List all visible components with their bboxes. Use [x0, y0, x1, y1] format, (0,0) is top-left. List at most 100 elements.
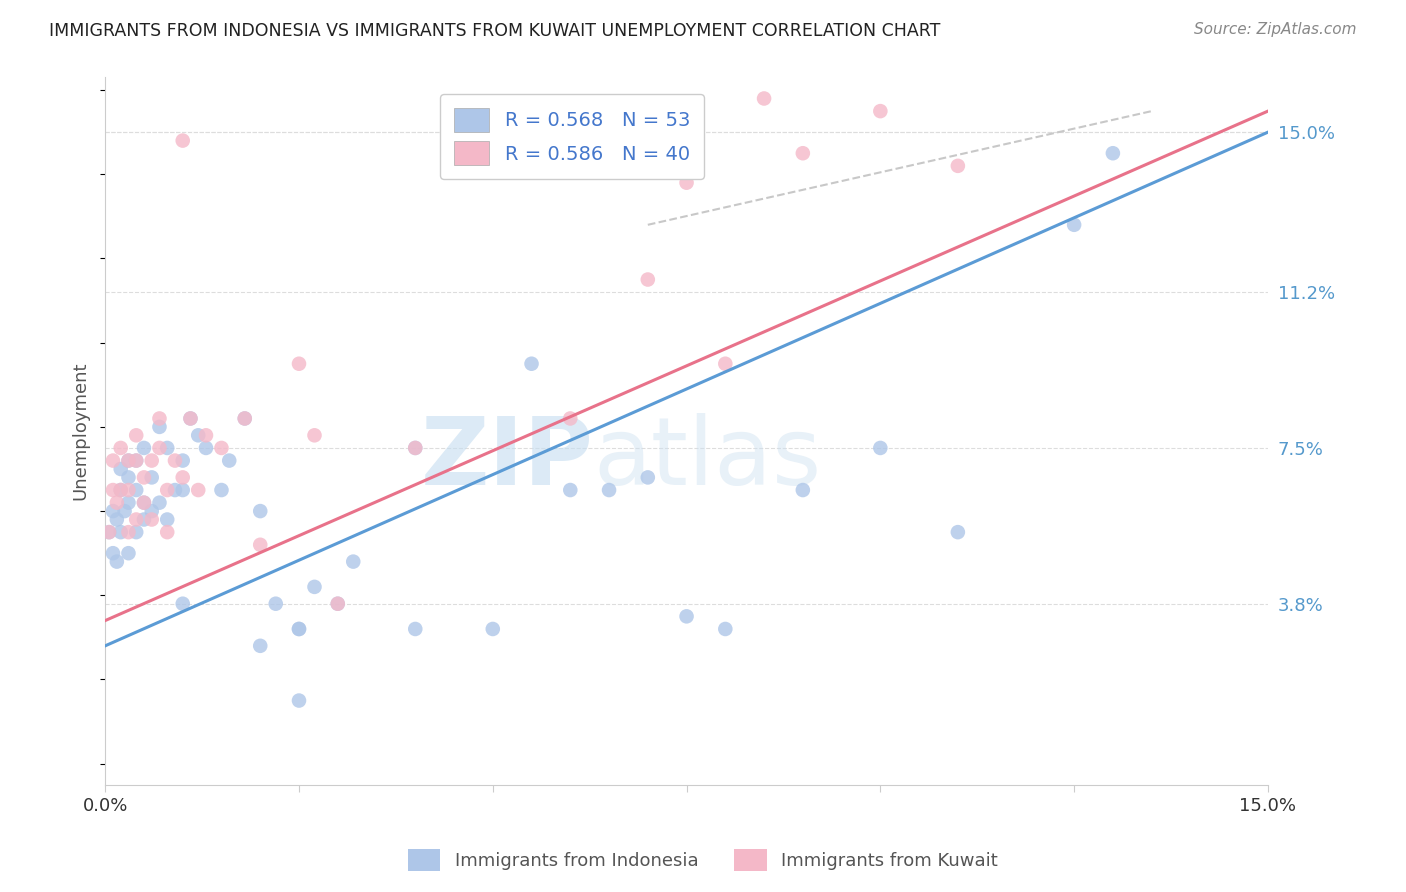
Point — [326, 597, 349, 611]
Point — [792, 146, 814, 161]
Point — [598, 483, 620, 497]
Point — [404, 441, 426, 455]
Point — [105, 496, 128, 510]
Point — [114, 504, 136, 518]
Point — [101, 504, 124, 518]
Point — [117, 453, 139, 467]
Point — [946, 159, 969, 173]
Point — [342, 555, 364, 569]
Point — [187, 428, 209, 442]
Point — [101, 453, 124, 467]
Point — [288, 693, 311, 707]
Point — [288, 622, 311, 636]
Point — [98, 525, 121, 540]
Point — [117, 483, 139, 497]
Point — [179, 411, 201, 425]
Point — [132, 470, 155, 484]
Point — [148, 496, 170, 510]
Text: atlas: atlas — [593, 413, 821, 506]
Point — [172, 470, 194, 484]
Point — [249, 639, 271, 653]
Point — [125, 483, 148, 497]
Point — [598, 134, 620, 148]
Point — [163, 453, 186, 467]
Point — [101, 483, 124, 497]
Point — [675, 176, 697, 190]
Point — [125, 453, 148, 467]
Point — [132, 496, 155, 510]
Point — [249, 504, 271, 518]
Point — [187, 483, 209, 497]
Point — [560, 483, 582, 497]
Point — [404, 622, 426, 636]
Point — [172, 134, 194, 148]
Point — [233, 411, 256, 425]
Point — [101, 546, 124, 560]
Point — [172, 483, 194, 497]
Point — [869, 441, 891, 455]
Point — [249, 538, 271, 552]
Point — [117, 453, 139, 467]
Point — [105, 555, 128, 569]
Y-axis label: Unemployment: Unemployment — [72, 362, 89, 500]
Point — [148, 420, 170, 434]
Point — [117, 496, 139, 510]
Point — [195, 441, 218, 455]
Point — [520, 357, 543, 371]
Point — [125, 512, 148, 526]
Point — [211, 483, 233, 497]
Point — [156, 441, 179, 455]
Point — [752, 91, 775, 105]
Point — [110, 483, 132, 497]
Point — [172, 597, 194, 611]
Point — [675, 609, 697, 624]
Point — [117, 546, 139, 560]
Point — [163, 483, 186, 497]
Point — [304, 428, 326, 442]
Point — [326, 597, 349, 611]
Point — [233, 411, 256, 425]
Point — [98, 525, 121, 540]
Legend: R = 0.568   N = 53, R = 0.586   N = 40: R = 0.568 N = 53, R = 0.586 N = 40 — [440, 95, 703, 178]
Point — [637, 470, 659, 484]
Point — [156, 525, 179, 540]
Point — [172, 453, 194, 467]
Text: Source: ZipAtlas.com: Source: ZipAtlas.com — [1194, 22, 1357, 37]
Point — [179, 411, 201, 425]
Point — [125, 525, 148, 540]
Point — [132, 441, 155, 455]
Point — [481, 622, 503, 636]
Point — [288, 357, 311, 371]
Point — [304, 580, 326, 594]
Point — [288, 622, 311, 636]
Text: IMMIGRANTS FROM INDONESIA VS IMMIGRANTS FROM KUWAIT UNEMPLOYMENT CORRELATION CHA: IMMIGRANTS FROM INDONESIA VS IMMIGRANTS … — [49, 22, 941, 40]
Point — [141, 504, 163, 518]
Point — [105, 512, 128, 526]
Point — [195, 428, 218, 442]
Point — [110, 525, 132, 540]
Point — [125, 453, 148, 467]
Point — [141, 453, 163, 467]
Point — [110, 483, 132, 497]
Point — [714, 357, 737, 371]
Point — [1063, 218, 1085, 232]
Point — [264, 597, 287, 611]
Point — [211, 441, 233, 455]
Point — [218, 453, 240, 467]
Point — [156, 512, 179, 526]
Point — [117, 470, 139, 484]
Point — [141, 512, 163, 526]
Point — [946, 525, 969, 540]
Legend: Immigrants from Indonesia, Immigrants from Kuwait: Immigrants from Indonesia, Immigrants fr… — [401, 842, 1005, 879]
Point — [125, 428, 148, 442]
Point — [560, 411, 582, 425]
Point — [637, 272, 659, 286]
Point — [792, 483, 814, 497]
Point — [141, 470, 163, 484]
Point — [117, 525, 139, 540]
Point — [148, 441, 170, 455]
Point — [132, 512, 155, 526]
Point — [869, 104, 891, 119]
Text: ZIP: ZIP — [420, 413, 593, 506]
Point — [1102, 146, 1125, 161]
